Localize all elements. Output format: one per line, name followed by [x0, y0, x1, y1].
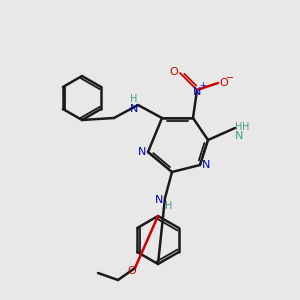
- Text: N: N: [155, 195, 163, 205]
- Text: O: O: [220, 78, 228, 88]
- Text: N: N: [202, 160, 210, 170]
- Text: H: H: [165, 201, 173, 211]
- Text: O: O: [169, 67, 178, 77]
- Text: N: N: [235, 131, 243, 141]
- Text: O: O: [128, 266, 136, 276]
- Text: N: N: [193, 87, 201, 97]
- Text: N: N: [138, 147, 146, 157]
- Text: −: −: [226, 73, 234, 83]
- Text: H: H: [130, 94, 138, 104]
- Text: +: +: [200, 82, 206, 91]
- Text: N: N: [130, 104, 138, 114]
- Text: H: H: [235, 122, 243, 132]
- Text: H: H: [242, 122, 250, 132]
